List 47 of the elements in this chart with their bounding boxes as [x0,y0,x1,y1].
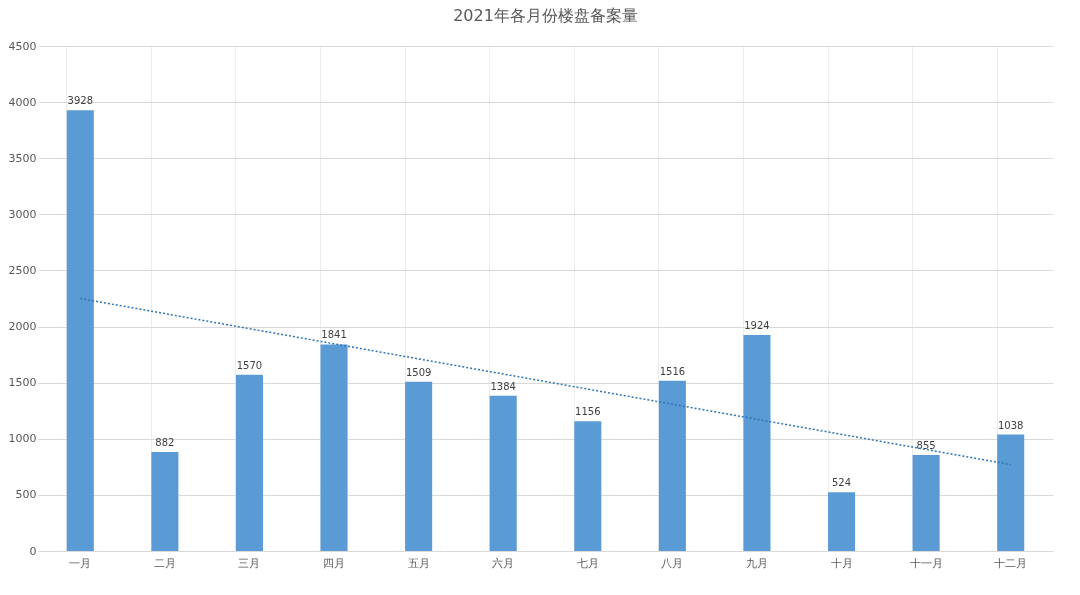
x-tick-label: 五月 [407,556,430,570]
bar [66,110,94,551]
y-tick-label: 1500 [8,376,37,390]
bar [574,421,602,551]
y-tick-label: 500 [15,488,37,502]
x-tick-label: 八月 [661,556,684,570]
y-tick-label: 4000 [8,95,37,109]
y-tick-label: 2500 [8,263,37,277]
data-label: 1384 [490,380,516,392]
y-tick-label: 1000 [8,432,37,446]
x-tick-label: 二月 [153,556,176,570]
bar [658,380,686,551]
data-label: 1516 [659,365,686,377]
x-tick-label: 十一月 [909,556,943,570]
bar [235,374,263,551]
x-tick-label: 一月 [69,556,92,570]
x-tick-label: 十二月 [994,556,1028,570]
bar [912,455,940,551]
bar [405,381,433,551]
y-tick-label: 0 [29,544,37,558]
data-label: 1924 [744,320,770,332]
x-tick-label: 七月 [576,556,599,570]
y-tick-label: 2000 [8,320,37,334]
bar [743,335,771,551]
y-tick-label: 4500 [8,39,37,53]
y-tick-label: 3000 [8,207,37,221]
chart-title: 2021年各月份楼盘备案量 [453,6,638,25]
y-tick-label: 3500 [8,151,37,165]
bar [489,395,517,551]
bar [828,492,856,551]
data-label: 882 [155,437,175,449]
x-tick-label: 六月 [492,556,515,570]
x-tick-label: 四月 [323,556,346,570]
bar [151,452,179,551]
data-label: 1038 [997,419,1024,431]
data-label: 1841 [321,329,347,341]
data-label: 524 [831,477,852,489]
x-tick-label: 三月 [238,556,261,570]
x-tick-label: 九月 [745,556,768,570]
data-label: 3928 [67,95,94,107]
x-tick-label: 十月 [830,556,853,570]
bar [997,434,1025,551]
bar [320,344,348,551]
data-label: 1156 [575,406,601,418]
data-label: 1509 [405,366,432,378]
data-label: 1570 [236,359,263,371]
data-label: 855 [916,440,936,452]
